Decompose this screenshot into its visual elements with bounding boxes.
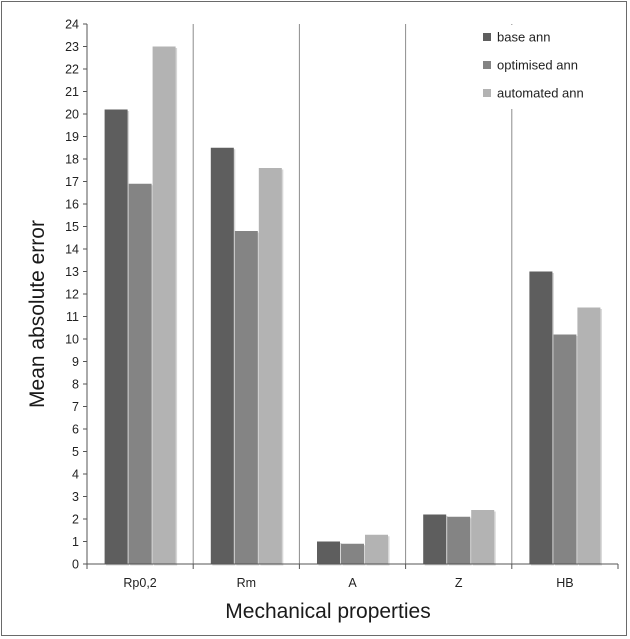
- bar-A-optimised-ann: [341, 543, 364, 564]
- x-tick-label-A: A: [348, 576, 357, 590]
- bar-A-automated-ann: [365, 534, 388, 564]
- bar-Rm-base-ann: [210, 147, 234, 564]
- y-tick-label-15: 15: [65, 220, 79, 234]
- y-tick-label-0: 0: [72, 558, 79, 572]
- bar-Rp0,2-automated-ann: [152, 46, 176, 564]
- y-tick-label-10: 10: [65, 333, 79, 347]
- y-tick-label-6: 6: [72, 423, 79, 437]
- y-tick-label-9: 9: [72, 355, 79, 369]
- legend-swatch-optimised-ann: [483, 61, 491, 69]
- y-tick-label-20: 20: [65, 108, 79, 122]
- y-tick-label-1: 1: [72, 535, 79, 549]
- bar-Rp0,2-base-ann: [104, 109, 128, 564]
- y-tick-label-23: 23: [65, 40, 79, 54]
- legend-background: [476, 25, 616, 109]
- y-tick-label-16: 16: [65, 198, 79, 212]
- bar-HB-automated-ann: [577, 307, 601, 564]
- y-tick-label-3: 3: [72, 490, 79, 504]
- legend-label-optimised-ann: optimised ann: [497, 58, 578, 73]
- x-tick-label-Z: Z: [455, 576, 463, 590]
- y-tick-label-21: 21: [65, 85, 79, 99]
- y-tick-label-11: 11: [66, 310, 79, 324]
- y-tick-label-22: 22: [65, 63, 79, 77]
- x-tick-label-HB: HB: [556, 576, 573, 590]
- y-tick-label-2: 2: [72, 513, 79, 527]
- x-tick-labels: Rp0,2 Rm A Z HB: [86, 564, 619, 590]
- bar-A-base-ann: [317, 541, 340, 564]
- legend: base ann optimised ann automated ann: [476, 25, 616, 109]
- bar-Rp0,2-optimised-ann: [128, 183, 152, 564]
- y-tick-label-19: 19: [65, 130, 79, 144]
- x-tick-label-Rp0,2: Rp0,2: [123, 576, 156, 590]
- legend-label-base-ann: base ann: [497, 30, 551, 45]
- y-tick-label-8: 8: [72, 378, 79, 392]
- y-tick-label-7: 7: [72, 400, 79, 414]
- bars: [104, 46, 602, 566]
- grid-lines: [192, 24, 513, 564]
- y-tick-label-14: 14: [65, 243, 79, 257]
- bar-HB-base-ann: [529, 271, 553, 564]
- x-tick-label-Rm: Rm: [237, 576, 256, 590]
- bar-Rm-optimised-ann: [234, 231, 258, 564]
- y-tick-label-18: 18: [65, 153, 79, 167]
- y-tick-label-5: 5: [72, 445, 79, 459]
- bar-HB-optimised-ann: [553, 334, 577, 564]
- legend-swatch-automated-ann: [483, 89, 491, 97]
- y-tick-label-13: 13: [65, 265, 79, 279]
- y-tick-label-17: 17: [65, 175, 79, 189]
- bar-Rm-automated-ann: [258, 168, 282, 564]
- y-axis-title: Mean absolute error: [26, 220, 49, 408]
- x-axis-title: Mechanical properties: [225, 600, 430, 623]
- y-tick-label-12: 12: [65, 288, 79, 302]
- bar-Z-base-ann: [423, 514, 447, 564]
- legend-swatch-base-ann: [483, 33, 491, 41]
- bar-Z-optimised-ann: [447, 516, 471, 564]
- y-tick-label-4: 4: [72, 468, 79, 482]
- legend-label-automated-ann: automated ann: [497, 86, 584, 101]
- y-tick-label-24: 24: [65, 18, 79, 32]
- bar-Z-automated-ann: [471, 510, 495, 564]
